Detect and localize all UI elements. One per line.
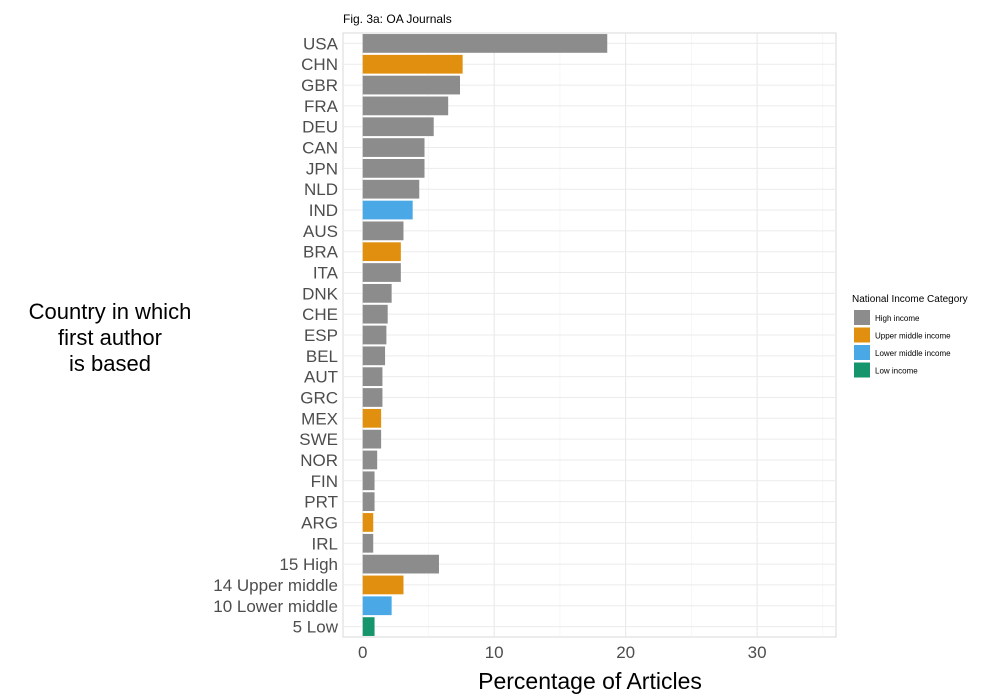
legend-label-high: High income <box>875 314 920 323</box>
legend-label-upper: Upper middle income <box>875 332 951 341</box>
bar-ind <box>362 200 413 220</box>
y-tick-label: NOR <box>300 451 338 470</box>
y-tick-label: GBR <box>301 76 338 95</box>
bars <box>362 34 608 636</box>
bar-che <box>362 304 388 324</box>
y-tick-label: IND <box>309 201 338 220</box>
y-tick-label: CHN <box>301 55 338 74</box>
y-tick-label: MEX <box>301 409 338 428</box>
bar-14-upper-middle <box>362 575 404 595</box>
bar-can <box>362 138 425 157</box>
x-tick-label: 30 <box>748 643 767 662</box>
legend: National Income Category High income Uppe… <box>852 294 968 378</box>
y-tick-label: FRA <box>304 97 339 116</box>
bar-swe <box>362 429 382 449</box>
legend-title: National Income Category <box>852 294 968 305</box>
bar-nld <box>362 179 420 199</box>
bar-bra <box>362 242 401 262</box>
y-axis-label-line-2: first author <box>58 325 162 350</box>
y-tick-label: 14 Upper middle <box>213 576 338 595</box>
x-axis-label: Percentage of Articles <box>478 668 702 694</box>
y-tick-label: GRC <box>300 388 338 407</box>
bar-prt <box>362 492 375 511</box>
y-tick-label: AUT <box>304 368 338 387</box>
x-tick-label: 20 <box>616 643 635 662</box>
bar-ita <box>362 263 401 282</box>
legend-swatch-low <box>854 362 870 378</box>
legend-swatch-high <box>854 310 870 325</box>
bar-5-low <box>362 617 375 636</box>
bar-usa <box>362 34 608 53</box>
bar-irl <box>362 533 374 553</box>
bar-aut <box>362 367 383 387</box>
y-tick-label: SWE <box>299 430 338 449</box>
x-tick-labels: 0 10 20 30 <box>358 643 767 662</box>
bar-deu <box>362 117 434 137</box>
legend-swatch-upper <box>854 327 870 343</box>
bar-jpn <box>362 159 425 178</box>
bar-aus <box>362 221 404 241</box>
y-tick-label: ITA <box>313 264 339 283</box>
y-tick-label: CAN <box>302 139 338 158</box>
x-tick-label: 10 <box>485 643 504 662</box>
bar-mex <box>362 408 382 428</box>
legend-label-low: Low income <box>875 367 918 376</box>
y-tick-label: BEL <box>306 347 338 366</box>
x-tick-label: 0 <box>358 643 367 662</box>
bar-fin <box>362 471 375 491</box>
bar-gbr <box>362 75 461 95</box>
bar-bel <box>362 346 386 366</box>
bar-esp <box>362 325 387 345</box>
y-axis-label: Country in which first author is based <box>29 299 192 376</box>
y-tick-label: DEU <box>302 118 338 137</box>
bar-15-high <box>362 554 439 574</box>
y-tick-label: 10 Lower middle <box>213 597 338 616</box>
legend-label-lower: Lower middle income <box>875 349 951 358</box>
y-tick-label: DNK <box>302 284 339 303</box>
bar-fra <box>362 96 449 116</box>
y-tick-label: 15 High <box>279 555 338 574</box>
y-tick-label: PRT <box>304 493 338 512</box>
y-tick-label: IRL <box>312 534 338 553</box>
bar-nor <box>362 450 378 470</box>
y-tick-label: 5 Low <box>293 618 339 637</box>
y-axis-label-line-3: is based <box>69 351 151 376</box>
y-tick-label: NLD <box>304 180 338 199</box>
y-tick-label: CHE <box>302 305 338 324</box>
bar-grc <box>362 388 383 407</box>
legend-swatch-lower <box>854 345 870 360</box>
y-tick-label: BRA <box>303 243 339 262</box>
y-tick-label: ARG <box>301 513 338 532</box>
y-axis-label-line-1: Country in which <box>29 299 192 324</box>
y-tick-label: ESP <box>304 326 338 345</box>
y-tick-label: AUS <box>303 222 338 241</box>
y-tick-label: USA <box>303 34 339 53</box>
chart-title: Fig. 3a: OA Journals <box>343 12 452 26</box>
bar-dnk <box>362 283 392 303</box>
bar-arg <box>362 513 374 532</box>
y-tick-label: JPN <box>306 159 338 178</box>
y-tick-label: FIN <box>311 472 338 491</box>
bar-10-lower-middle <box>362 596 392 616</box>
bar-chn <box>362 54 463 74</box>
